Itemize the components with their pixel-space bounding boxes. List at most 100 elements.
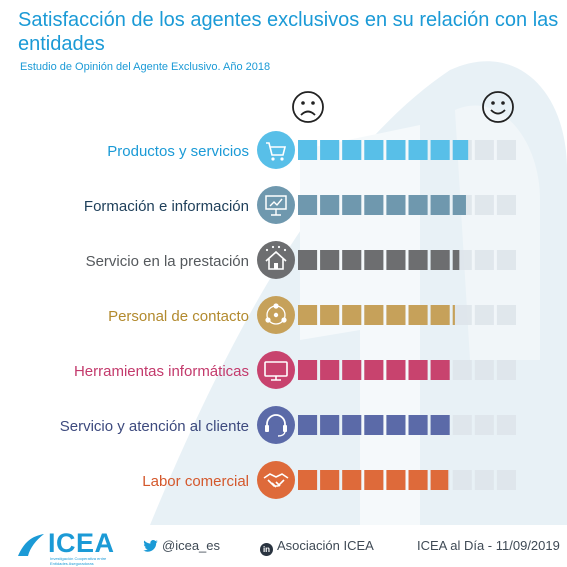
- bar-track-segment: [474, 360, 494, 380]
- category-label-herramientas-informaticas: Herramientas informáticas: [74, 363, 249, 380]
- bar-servicio-y-atencion-al-cliente-segment: [320, 415, 340, 435]
- footer-date: ICEA al Día - 11/09/2019: [417, 538, 560, 553]
- presentation-icon: [257, 186, 295, 224]
- headset-icon: [257, 406, 295, 444]
- bar-labor-comercial-segment: [342, 470, 362, 490]
- bar-servicio-en-la-prestacion-segment: [320, 250, 340, 270]
- bar-formacion-e-informacion-segment: [320, 195, 340, 215]
- bar-servicio-en-la-prestacion-segment: [452, 250, 460, 270]
- bar-herramientas-informaticas-segment: [408, 360, 428, 380]
- bar-servicio-y-atencion-al-cliente-segment: [408, 415, 428, 435]
- bar-servicio-en-la-prestacion-segment: [408, 250, 428, 270]
- bar-productos-y-servicios-segment: [320, 140, 340, 160]
- bar-herramientas-informaticas-segment: [430, 360, 450, 380]
- bar-productos-y-servicios-segment: [298, 140, 318, 160]
- bar-labor-comercial-segment: [364, 470, 384, 490]
- computer-icon: [257, 351, 295, 389]
- happy-face-icon: [482, 91, 514, 123]
- category-label-servicio-y-atencion-al-cliente: Servicio y atención al cliente: [60, 418, 249, 435]
- bar-herramientas-informaticas-segment: [320, 360, 340, 380]
- bar-personal-de-contacto-segment: [298, 305, 318, 325]
- bar-track-segment: [474, 470, 494, 490]
- bar-track-segment: [474, 195, 494, 215]
- bar-productos-y-servicios-segment: [452, 140, 469, 160]
- people-network-icon: [257, 296, 295, 334]
- bar-formacion-e-informacion-segment: [342, 195, 362, 215]
- cart-icon: [257, 131, 295, 169]
- bar-track-segment: [474, 305, 494, 325]
- bar-servicio-y-atencion-al-cliente-segment: [364, 415, 384, 435]
- bar-track-segment: [496, 195, 516, 215]
- logo-text: ICEA: [48, 528, 115, 558]
- bar-productos-y-servicios-segment: [386, 140, 406, 160]
- bar-track-segment: [496, 360, 516, 380]
- bar-personal-de-contacto-segment: [408, 305, 428, 325]
- category-label-labor-comercial: Labor comercial: [142, 473, 249, 490]
- category-label-personal-de-contacto: Personal de contacto: [108, 308, 249, 325]
- bar-servicio-en-la-prestacion-segment: [298, 250, 318, 270]
- twitter-handle: @icea_es: [162, 538, 221, 553]
- chart-subtitle: Estudio de Opinión del Agente Exclusivo.…: [20, 61, 271, 73]
- bar-track-segment: [452, 415, 472, 435]
- category-label-servicio-en-la-prestacion: Servicio en la prestación: [86, 253, 249, 270]
- chart-title: Satisfacción de los agentes exclusivos e…: [18, 9, 559, 55]
- bar-productos-y-servicios-segment: [430, 140, 450, 160]
- bar-servicio-y-atencion-al-cliente-segment: [386, 415, 406, 435]
- bar-labor-comercial-segment: [386, 470, 406, 490]
- category-label-productos-y-servicios: Productos y servicios: [107, 143, 249, 160]
- icea-wave-icon: [18, 534, 44, 556]
- bar-track-segment: [496, 415, 516, 435]
- bar-herramientas-informaticas-segment: [298, 360, 318, 380]
- bar-track-segment: [452, 470, 472, 490]
- icea-logo: ICEA Investigación Cooperativa entre Ent…: [16, 528, 116, 566]
- bar-servicio-en-la-prestacion-segment: [342, 250, 362, 270]
- bar-formacion-e-informacion-segment: [430, 195, 450, 215]
- bar-track-segment: [496, 305, 516, 325]
- bar-servicio-y-atencion-al-cliente-segment: [298, 415, 318, 435]
- linkedin-name: Asociación ICEA: [277, 538, 374, 553]
- twitter-link[interactable]: @icea_es: [143, 538, 220, 553]
- bar-personal-de-contacto-segment: [320, 305, 340, 325]
- bar-productos-y-servicios-segment: [408, 140, 428, 160]
- bar-track-segment: [496, 250, 516, 270]
- bar-herramientas-informaticas-segment: [342, 360, 362, 380]
- bar-labor-comercial-segment: [430, 470, 449, 490]
- bar-servicio-en-la-prestacion-segment: [364, 250, 384, 270]
- house-icon: [257, 241, 295, 279]
- bar-personal-de-contacto-segment: [342, 305, 362, 325]
- bar-track-segment: [452, 360, 472, 380]
- category-label-formacion-e-informacion: Formación e información: [84, 198, 249, 215]
- bar-track-segment: [474, 140, 494, 160]
- bar-personal-de-contacto-segment: [430, 305, 450, 325]
- bar-personal-de-contacto-segment: [452, 305, 455, 325]
- bar-herramientas-informaticas-segment: [386, 360, 406, 380]
- bar-servicio-y-atencion-al-cliente-segment: [430, 415, 450, 435]
- twitter-icon: [143, 540, 158, 552]
- bar-labor-comercial-segment: [408, 470, 428, 490]
- bar-formacion-e-informacion-segment: [452, 195, 466, 215]
- bar-formacion-e-informacion-segment: [364, 195, 384, 215]
- bar-formacion-e-informacion-segment: [408, 195, 428, 215]
- bar-servicio-en-la-prestacion-segment: [386, 250, 406, 270]
- bar-track-segment: [496, 140, 516, 160]
- logo-tagline: Investigación Cooperativa entre Entidade…: [50, 556, 107, 566]
- linkedin-icon: in: [260, 543, 273, 556]
- bar-personal-de-contacto-segment: [364, 305, 384, 325]
- bar-labor-comercial-segment: [298, 470, 318, 490]
- footer: ICEA Investigación Cooperativa entre Ent…: [0, 526, 567, 567]
- handshake-icon: [257, 461, 295, 499]
- bar-labor-comercial-segment: [320, 470, 340, 490]
- bar-track-segment: [496, 470, 516, 490]
- linkedin-link[interactable]: in Asociación ICEA: [260, 538, 374, 556]
- sad-face-icon: [292, 91, 324, 123]
- bar-productos-y-servicios-segment: [342, 140, 362, 160]
- bar-track-segment: [474, 415, 494, 435]
- bar-servicio-y-atencion-al-cliente-segment: [342, 415, 362, 435]
- bar-productos-y-servicios-segment: [364, 140, 384, 160]
- bar-formacion-e-informacion-segment: [298, 195, 318, 215]
- bar-personal-de-contacto-segment: [386, 305, 406, 325]
- bar-track-segment: [452, 305, 472, 325]
- bar-track-segment: [474, 250, 494, 270]
- bar-formacion-e-informacion-segment: [386, 195, 406, 215]
